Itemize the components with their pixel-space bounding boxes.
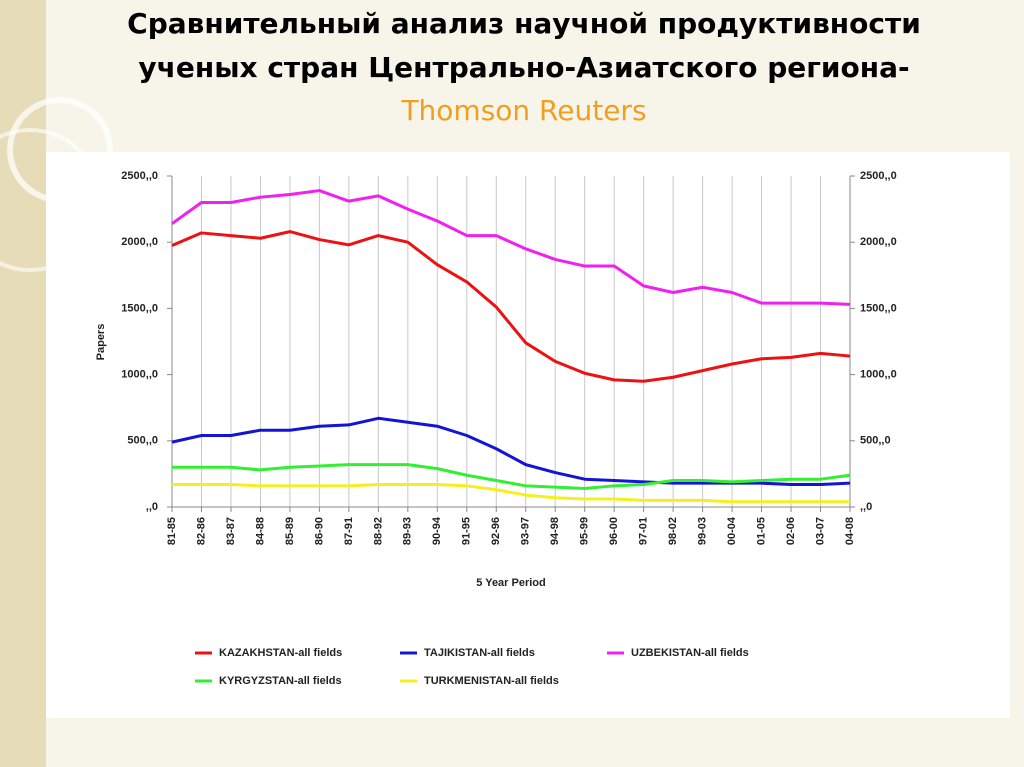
y2-tick-label: 2000,,0 — [860, 236, 897, 248]
series-line — [171, 189, 851, 306]
y2-tick-label: ,,0 — [860, 501, 872, 513]
y2-tick-label: 1000,,0 — [860, 369, 897, 381]
series-line — [171, 230, 851, 383]
x-tick-label: 83-87 — [225, 517, 237, 545]
y-tick-label: 1000,,0 — [121, 369, 158, 381]
legend-label: UZBEKISTAN-all fields — [631, 647, 749, 659]
legend-label: KAZAKHSTAN-all fields — [219, 647, 342, 659]
x-tick-label: 87-91 — [343, 517, 355, 545]
y2-tick-label: 500,,0 — [860, 435, 891, 447]
x-tick-label: 85-89 — [284, 517, 296, 545]
y-tick-label: 1500,,0 — [121, 302, 158, 314]
y-axis-label: Papers — [95, 324, 107, 361]
x-tick-label: 94-98 — [549, 517, 561, 545]
y2-tick-label: 2500,,0 — [860, 170, 897, 182]
x-axis-label: 5 Year Period — [476, 577, 546, 589]
y-tick-label: ,,0 — [146, 501, 158, 513]
x-tick-label: 92-96 — [490, 517, 502, 545]
legend-label: TURKMENISTAN-all fields — [424, 675, 559, 687]
x-tick-label: 00-04 — [726, 516, 738, 545]
legend-label: KYRGYZSTAN-all fields — [219, 675, 342, 687]
x-tick-label: 02-06 — [785, 517, 797, 545]
source: Thomson Reuters — [400, 94, 646, 127]
x-tick-label: 86-90 — [313, 517, 325, 545]
series-line — [172, 482, 850, 504]
x-tick-label: 82-86 — [195, 517, 207, 545]
x-tick-label: 99-03 — [697, 517, 709, 545]
x-tick-label: 04-08 — [844, 517, 856, 545]
slide-title: Сравнительный анализ научной продуктивно… — [127, 7, 921, 40]
x-tick-label: 96-00 — [608, 517, 620, 545]
y2-tick-label: 1500,,0 — [860, 302, 897, 314]
side-strip — [0, 0, 46, 767]
x-tick-label: 88-92 — [372, 517, 384, 545]
x-tick-label: 03-07 — [814, 517, 826, 545]
x-tick-label: 90-94 — [431, 516, 443, 545]
series-line — [172, 463, 851, 490]
y-tick-label: 500,,0 — [127, 435, 158, 447]
x-tick-label: 98-02 — [667, 517, 679, 545]
x-tick-label: 81-85 — [166, 517, 178, 545]
series-line — [171, 416, 851, 486]
x-tick-label: 89-93 — [402, 517, 414, 545]
x-tick-label: 84-88 — [254, 517, 266, 545]
x-tick-label: 91-95 — [461, 517, 473, 545]
x-tick-label: 97-01 — [638, 517, 650, 545]
legend-label: TAJIKISTAN-all fields — [424, 647, 535, 659]
x-tick-label: 95-99 — [579, 517, 591, 545]
y-tick-label: 2000,,0 — [121, 236, 158, 248]
x-tick-label: 93-97 — [520, 517, 532, 545]
y-tick-label: 2500,,0 — [121, 170, 158, 182]
x-tick-label: 01-05 — [755, 517, 767, 545]
slide-title: ученых стран Центрально-Азиатского регио… — [138, 51, 909, 84]
